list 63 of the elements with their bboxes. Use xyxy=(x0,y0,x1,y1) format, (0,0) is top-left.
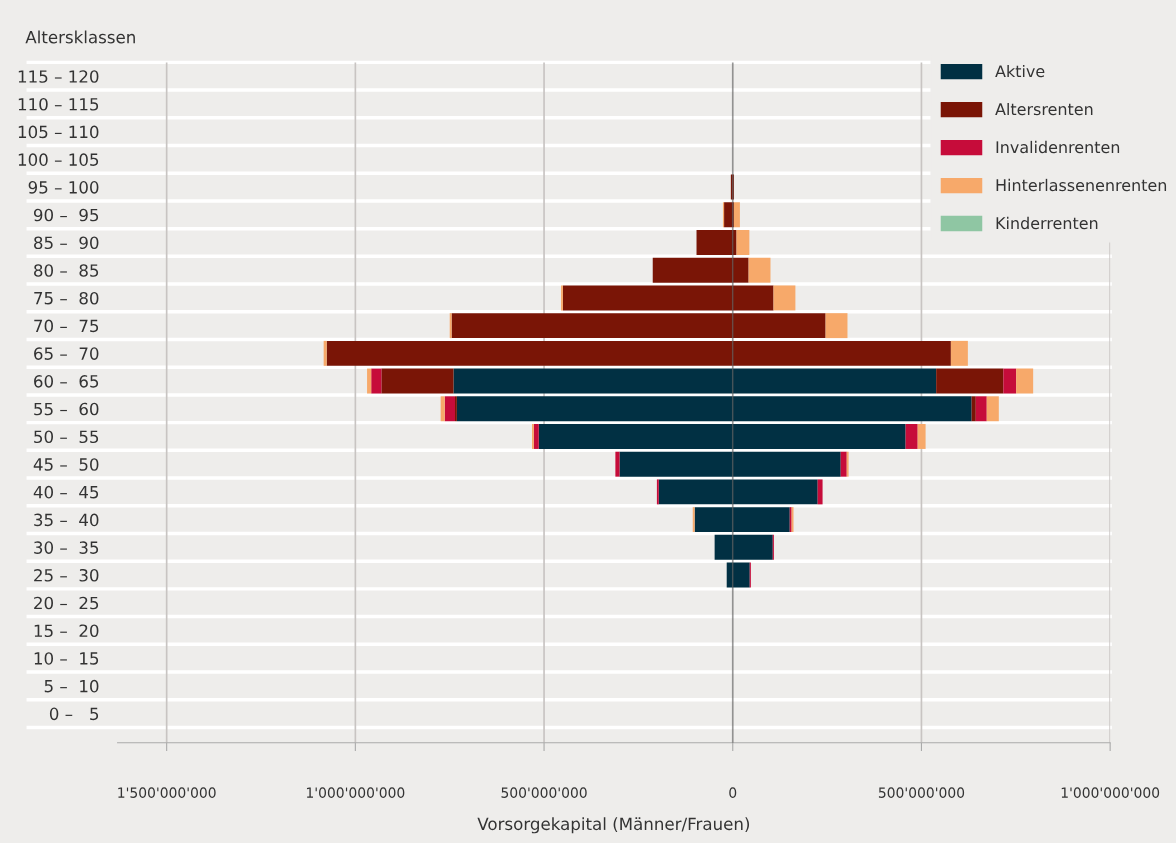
x-tick-label: 500'000'000 xyxy=(501,787,587,798)
y-tick-label: 100 – 105 xyxy=(18,153,99,166)
legend-label: Invalidenrenten xyxy=(996,140,1120,154)
y-tick-label: 105 – 110 xyxy=(18,125,99,139)
bar xyxy=(773,285,796,311)
y-tick-label: 0 – 5 xyxy=(49,707,99,721)
bar xyxy=(936,368,1004,394)
legend-label: Altersrenten xyxy=(995,102,1093,116)
y-tick-label: 45 – 50 xyxy=(33,458,99,471)
bar xyxy=(748,257,771,283)
bar xyxy=(986,396,999,422)
bar xyxy=(971,396,976,422)
y-tick-label: 50 – 55 xyxy=(34,430,99,444)
y-tick-label: 80 – 85 xyxy=(34,264,99,277)
y-tick-label: 115 – 120 xyxy=(18,70,99,83)
bar xyxy=(724,202,733,228)
y-tick-label: 15 – 20 xyxy=(34,624,99,638)
y-tick-label: 5 – 10 xyxy=(44,679,99,693)
bar xyxy=(950,340,968,366)
x-tick-label: 500'000'000 xyxy=(878,787,965,798)
bar xyxy=(817,479,823,505)
y-tick-label: 25 – 30 xyxy=(34,568,99,582)
legend-label: Aktive xyxy=(995,64,1045,78)
bar xyxy=(367,368,372,394)
y-tick-label: 30 – 35 xyxy=(34,541,99,554)
y-axis-title: Altersklassen xyxy=(25,30,135,44)
bar xyxy=(840,451,847,477)
bar xyxy=(323,340,327,366)
y-tick-label: 55 – 60 xyxy=(34,402,99,416)
bar xyxy=(917,424,926,449)
y-tick-label: 65 – 70 xyxy=(34,347,99,360)
y-tick-label: 70 – 75 xyxy=(34,319,99,333)
x-tick-label: 0 xyxy=(729,787,737,798)
bar xyxy=(825,313,848,339)
bar xyxy=(371,368,382,394)
y-tick-label: 10 – 15 xyxy=(34,652,99,665)
bar xyxy=(615,451,620,477)
x-axis-title: Vorsorgekapital (Männer/Frauen) xyxy=(477,817,750,834)
y-tick-label: 35 – 40 xyxy=(34,513,99,527)
y-tick-label: 20 – 25 xyxy=(34,596,99,610)
bar xyxy=(696,230,733,255)
y-tick-label: 60 – 65 xyxy=(34,375,99,388)
legend-label: Kinderrenten xyxy=(996,216,1098,230)
bar xyxy=(1016,368,1034,394)
bar xyxy=(733,202,740,228)
y-tick-label: 90 – 95 xyxy=(33,208,99,222)
bar xyxy=(444,396,455,422)
y-tick-label: 95 – 100 xyxy=(28,181,99,194)
x-tick-label: 1'000'000'000 xyxy=(306,787,405,798)
bar xyxy=(736,230,750,255)
bar xyxy=(440,396,445,422)
bar xyxy=(381,368,454,394)
bar xyxy=(533,424,539,449)
y-tick-label: 75 – 80 xyxy=(34,291,99,305)
legend-label: Hinterlassenenrenten xyxy=(996,178,1167,192)
x-tick-label: 1'500'000'000 xyxy=(118,787,216,798)
y-tick-label: 85 – 90 xyxy=(34,236,99,250)
bar xyxy=(1003,368,1017,394)
bar xyxy=(975,396,987,422)
bar xyxy=(905,424,918,449)
x-tick-label: 1'000'000'000 xyxy=(1061,787,1160,798)
y-tick-label: 110 – 115 xyxy=(18,97,99,111)
y-tick-label: 40 – 45 xyxy=(33,485,99,499)
